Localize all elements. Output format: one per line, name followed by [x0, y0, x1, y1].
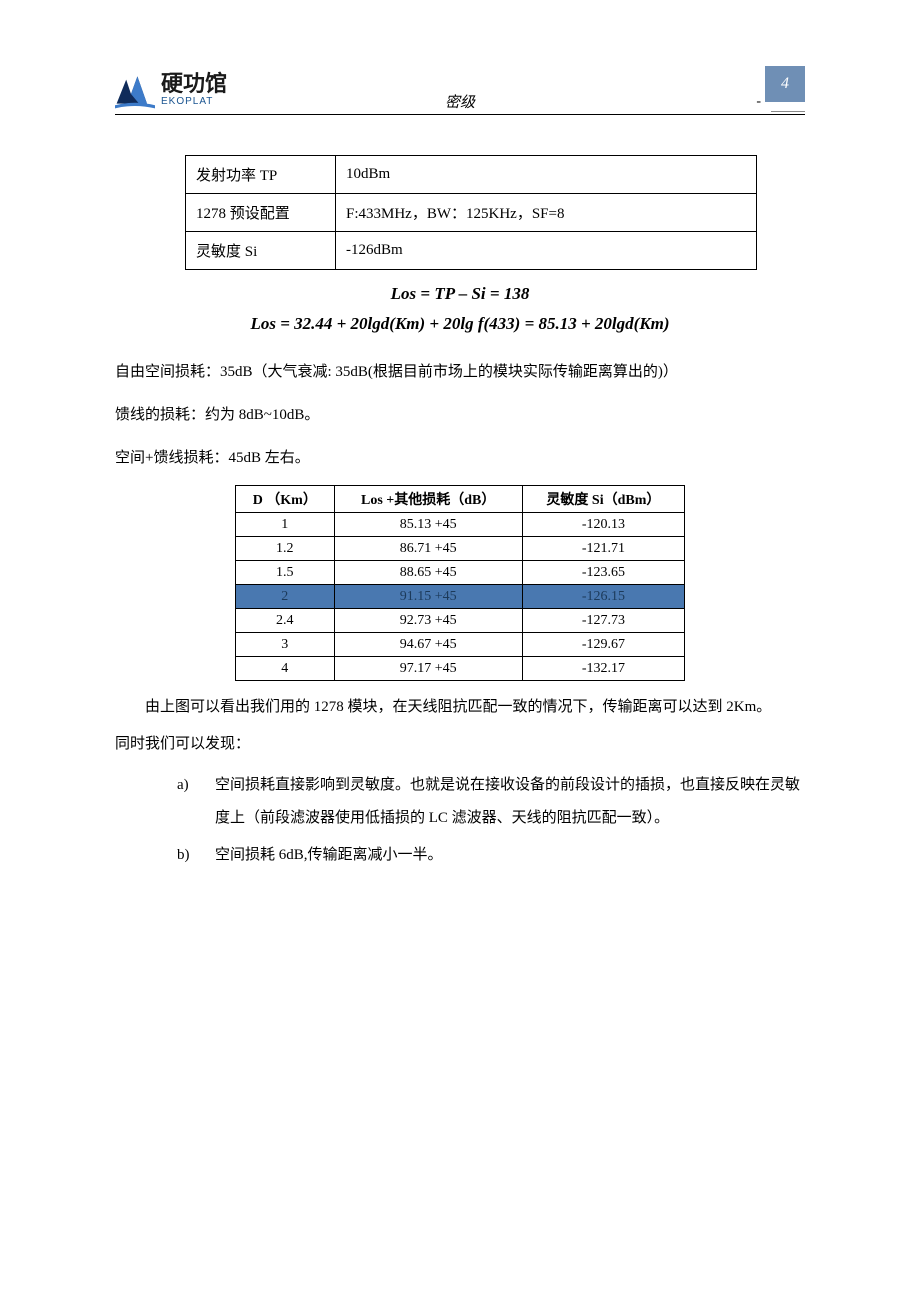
- table-row: 灵敏度 Si -126dBm: [186, 232, 757, 270]
- page-number-badge: 4: [765, 66, 805, 102]
- col-header: Los +其他损耗（dB）: [334, 486, 522, 513]
- list-item: b) 空间损耗 6dB,传输距离减小一半。: [177, 839, 805, 872]
- logo: 硬功馆 EKOPLAT: [115, 70, 227, 110]
- list-item: a) 空间损耗直接影响到灵敏度。也就是说在接收设备的前段设计的插损，也直接反映在…: [177, 769, 805, 835]
- param-label: 灵敏度 Si: [186, 232, 336, 270]
- logo-mark-icon: [115, 70, 155, 110]
- param-value: -126dBm: [336, 232, 757, 270]
- cell: 97.17 +45: [334, 657, 522, 681]
- classification-label: 密级: [445, 91, 475, 112]
- page-dash: -: [756, 94, 761, 110]
- table-header-row: D （Km） Los +其他损耗（dB） 灵敏度 Si（dBm）: [236, 486, 685, 513]
- cell: -121.71: [522, 537, 684, 561]
- logo-cn: 硬功馆: [161, 73, 227, 95]
- table-row-highlighted: 2 91.15 +45 -126.15: [236, 585, 685, 609]
- table-row: 1 85.13 +45 -120.13: [236, 513, 685, 537]
- param-value: 10dBm: [336, 156, 757, 194]
- cell: 2: [236, 585, 335, 609]
- conclusion-p2: 同时我们可以发现：: [115, 728, 805, 761]
- cell: 92.73 +45: [334, 609, 522, 633]
- cell: 2.4: [236, 609, 335, 633]
- params-table: 发射功率 TP 10dBm 1278 预设配置 F:433MHz，BW：125K…: [185, 155, 757, 270]
- cell: 1.5: [236, 561, 335, 585]
- list-text: 空间损耗直接影响到灵敏度。也就是说在接收设备的前段设计的插损，也直接反映在灵敏度…: [215, 769, 805, 835]
- table-row: 4 97.17 +45 -132.17: [236, 657, 685, 681]
- cell: 88.65 +45: [334, 561, 522, 585]
- cell: -132.17: [522, 657, 684, 681]
- table-row: 发射功率 TP 10dBm: [186, 156, 757, 194]
- cell: -126.15: [522, 585, 684, 609]
- col-header: 灵敏度 Si（dBm）: [522, 486, 684, 513]
- list-label: a): [177, 769, 199, 835]
- param-label: 发射功率 TP: [186, 156, 336, 194]
- cell: 1: [236, 513, 335, 537]
- distance-table: D （Km） Los +其他损耗（dB） 灵敏度 Si（dBm） 1 85.13…: [235, 485, 685, 681]
- page-underline: [771, 104, 805, 112]
- page-number: 4: [781, 75, 789, 93]
- logo-text: 硬功馆 EKOPLAT: [161, 73, 227, 107]
- col-header: D （Km）: [236, 486, 335, 513]
- conclusion-p1: 由上图可以看出我们用的 1278 模块，在天线阻抗匹配一致的情况下，传输距离可以…: [115, 691, 805, 724]
- param-value: F:433MHz，BW：125KHz，SF=8: [336, 194, 757, 232]
- body-p2: 馈线的损耗：约为 8dB~10dB。: [115, 399, 805, 432]
- table-row: 2.4 92.73 +45 -127.73: [236, 609, 685, 633]
- logo-en: EKOPLAT: [161, 97, 227, 107]
- table-row: 1278 预设配置 F:433MHz，BW：125KHz，SF=8: [186, 194, 757, 232]
- body-p3: 空间+馈线损耗：45dB 左右。: [115, 442, 805, 475]
- findings-list: a) 空间损耗直接影响到灵敏度。也就是说在接收设备的前段设计的插损，也直接反映在…: [177, 769, 805, 872]
- body-p1: 自由空间损耗：35dB（大气衰减: 35dB(根据目前市场上的模块实际传输距离算…: [115, 356, 805, 389]
- table-row: 1.5 88.65 +45 -123.65: [236, 561, 685, 585]
- cell: -129.67: [522, 633, 684, 657]
- cell: -127.73: [522, 609, 684, 633]
- cell: 4: [236, 657, 335, 681]
- table-row: 3 94.67 +45 -129.67: [236, 633, 685, 657]
- table-row: 1.2 86.71 +45 -121.71: [236, 537, 685, 561]
- formula-1: Los = TP – Si = 138: [115, 284, 805, 304]
- list-label: b): [177, 839, 199, 872]
- cell: 1.2: [236, 537, 335, 561]
- page-header: 硬功馆 EKOPLAT 密级 4 -: [115, 70, 805, 115]
- cell: 94.67 +45: [334, 633, 522, 657]
- cell: 91.15 +45: [334, 585, 522, 609]
- formula-2: Los = 32.44 + 20lgd(Km) + 20lg f(433) = …: [115, 314, 805, 334]
- page: 硬功馆 EKOPLAT 密级 4 - 发射功率 TP 10dBm 1278 预设…: [0, 0, 920, 872]
- cell: 3: [236, 633, 335, 657]
- cell: -123.65: [522, 561, 684, 585]
- cell: 86.71 +45: [334, 537, 522, 561]
- cell: -120.13: [522, 513, 684, 537]
- list-text: 空间损耗 6dB,传输距离减小一半。: [215, 839, 805, 872]
- cell: 85.13 +45: [334, 513, 522, 537]
- param-label: 1278 预设配置: [186, 194, 336, 232]
